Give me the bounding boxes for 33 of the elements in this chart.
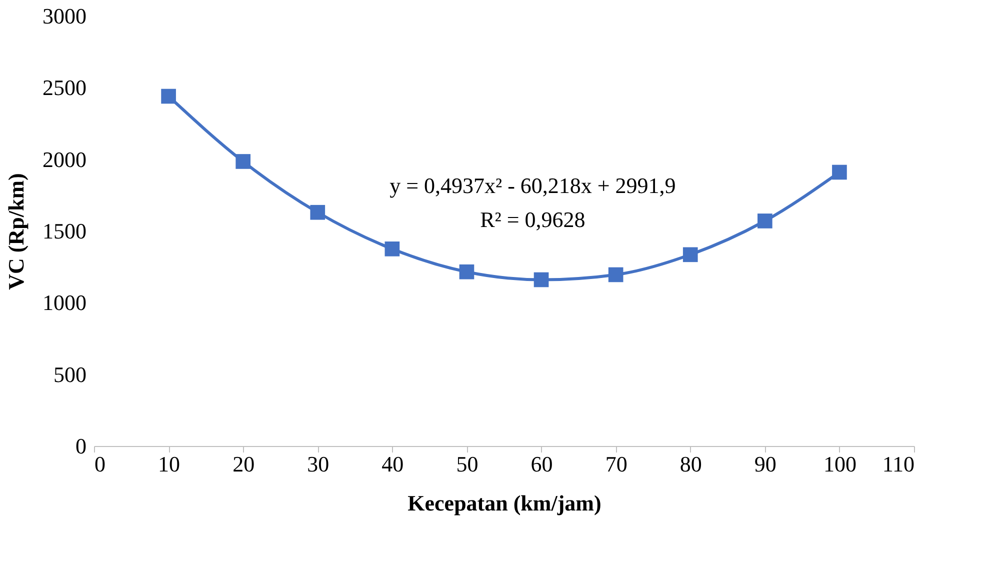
y-tick-label: 1000 [42,290,86,316]
y-tick-label: 0 [76,434,86,458]
point [459,264,474,280]
x-tick-label: 10 [158,452,180,476]
point [832,164,847,180]
y-tick-label: 2000 [42,146,86,172]
x-axis-title: Kecepatan (km/jam) [408,490,602,516]
point [161,88,176,104]
x-tick-label: 0 [94,452,106,476]
x-tick-label: 90 [754,452,776,476]
y-tick-label: 500 [54,362,86,387]
x-tick-label: 60 [530,452,553,476]
y-tick-label: 1500 [42,218,86,244]
y-axis-title: VC (Rp/km) [4,173,28,290]
annotation: y = 0,4937x² - 60,218x + 2991,9 [390,172,676,198]
point [682,247,698,262]
x-tick-label: 100 [823,452,856,476]
x-tick-label: 20 [232,452,255,476]
x-tick-label: 70 [605,452,628,476]
x-tick-label: 40 [382,452,404,476]
annotation: R² = 0,9628 [480,206,586,232]
y-tick-label: 3000 [42,4,86,28]
x-tick-label: 110 [882,452,914,476]
point [236,154,251,169]
point [534,272,549,288]
x-tick-label: 50 [456,452,478,476]
point [757,214,772,228]
point [608,267,624,282]
point [310,204,326,220]
x-tick-label: 80 [680,452,702,476]
point [384,242,400,256]
y-tick-label: 2500 [42,75,86,100]
x-tick-label: 30 [307,452,330,476]
